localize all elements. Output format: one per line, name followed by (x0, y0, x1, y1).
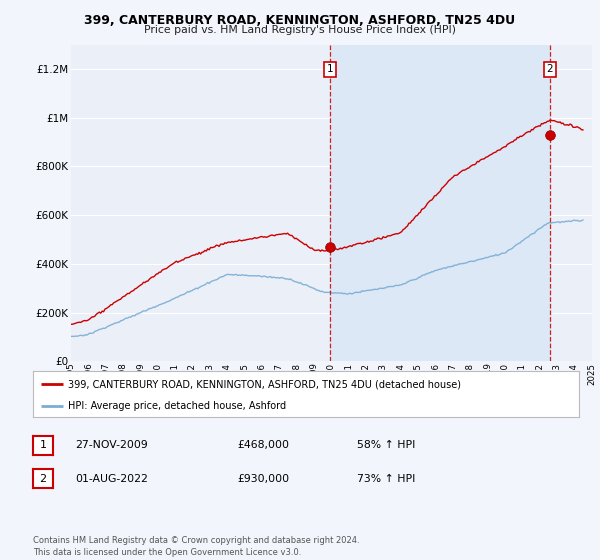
Text: £468,000: £468,000 (237, 440, 289, 450)
Text: 01-AUG-2022: 01-AUG-2022 (75, 474, 148, 484)
Text: 73% ↑ HPI: 73% ↑ HPI (357, 474, 415, 484)
Text: 2: 2 (546, 64, 553, 74)
Text: 1: 1 (40, 440, 46, 450)
Text: 58% ↑ HPI: 58% ↑ HPI (357, 440, 415, 450)
Text: Price paid vs. HM Land Registry's House Price Index (HPI): Price paid vs. HM Land Registry's House … (144, 25, 456, 35)
Text: 2: 2 (40, 474, 46, 484)
Text: 1: 1 (326, 64, 333, 74)
Text: HPI: Average price, detached house, Ashford: HPI: Average price, detached house, Ashf… (68, 401, 287, 410)
Text: 27-NOV-2009: 27-NOV-2009 (75, 440, 148, 450)
Text: 399, CANTERBURY ROAD, KENNINGTON, ASHFORD, TN25 4DU (detached house): 399, CANTERBURY ROAD, KENNINGTON, ASHFOR… (68, 379, 461, 389)
Text: 399, CANTERBURY ROAD, KENNINGTON, ASHFORD, TN25 4DU: 399, CANTERBURY ROAD, KENNINGTON, ASHFOR… (85, 14, 515, 27)
Text: Contains HM Land Registry data © Crown copyright and database right 2024.
This d: Contains HM Land Registry data © Crown c… (33, 536, 359, 557)
Bar (330, 45, 550, 361)
Text: £930,000: £930,000 (237, 474, 289, 484)
